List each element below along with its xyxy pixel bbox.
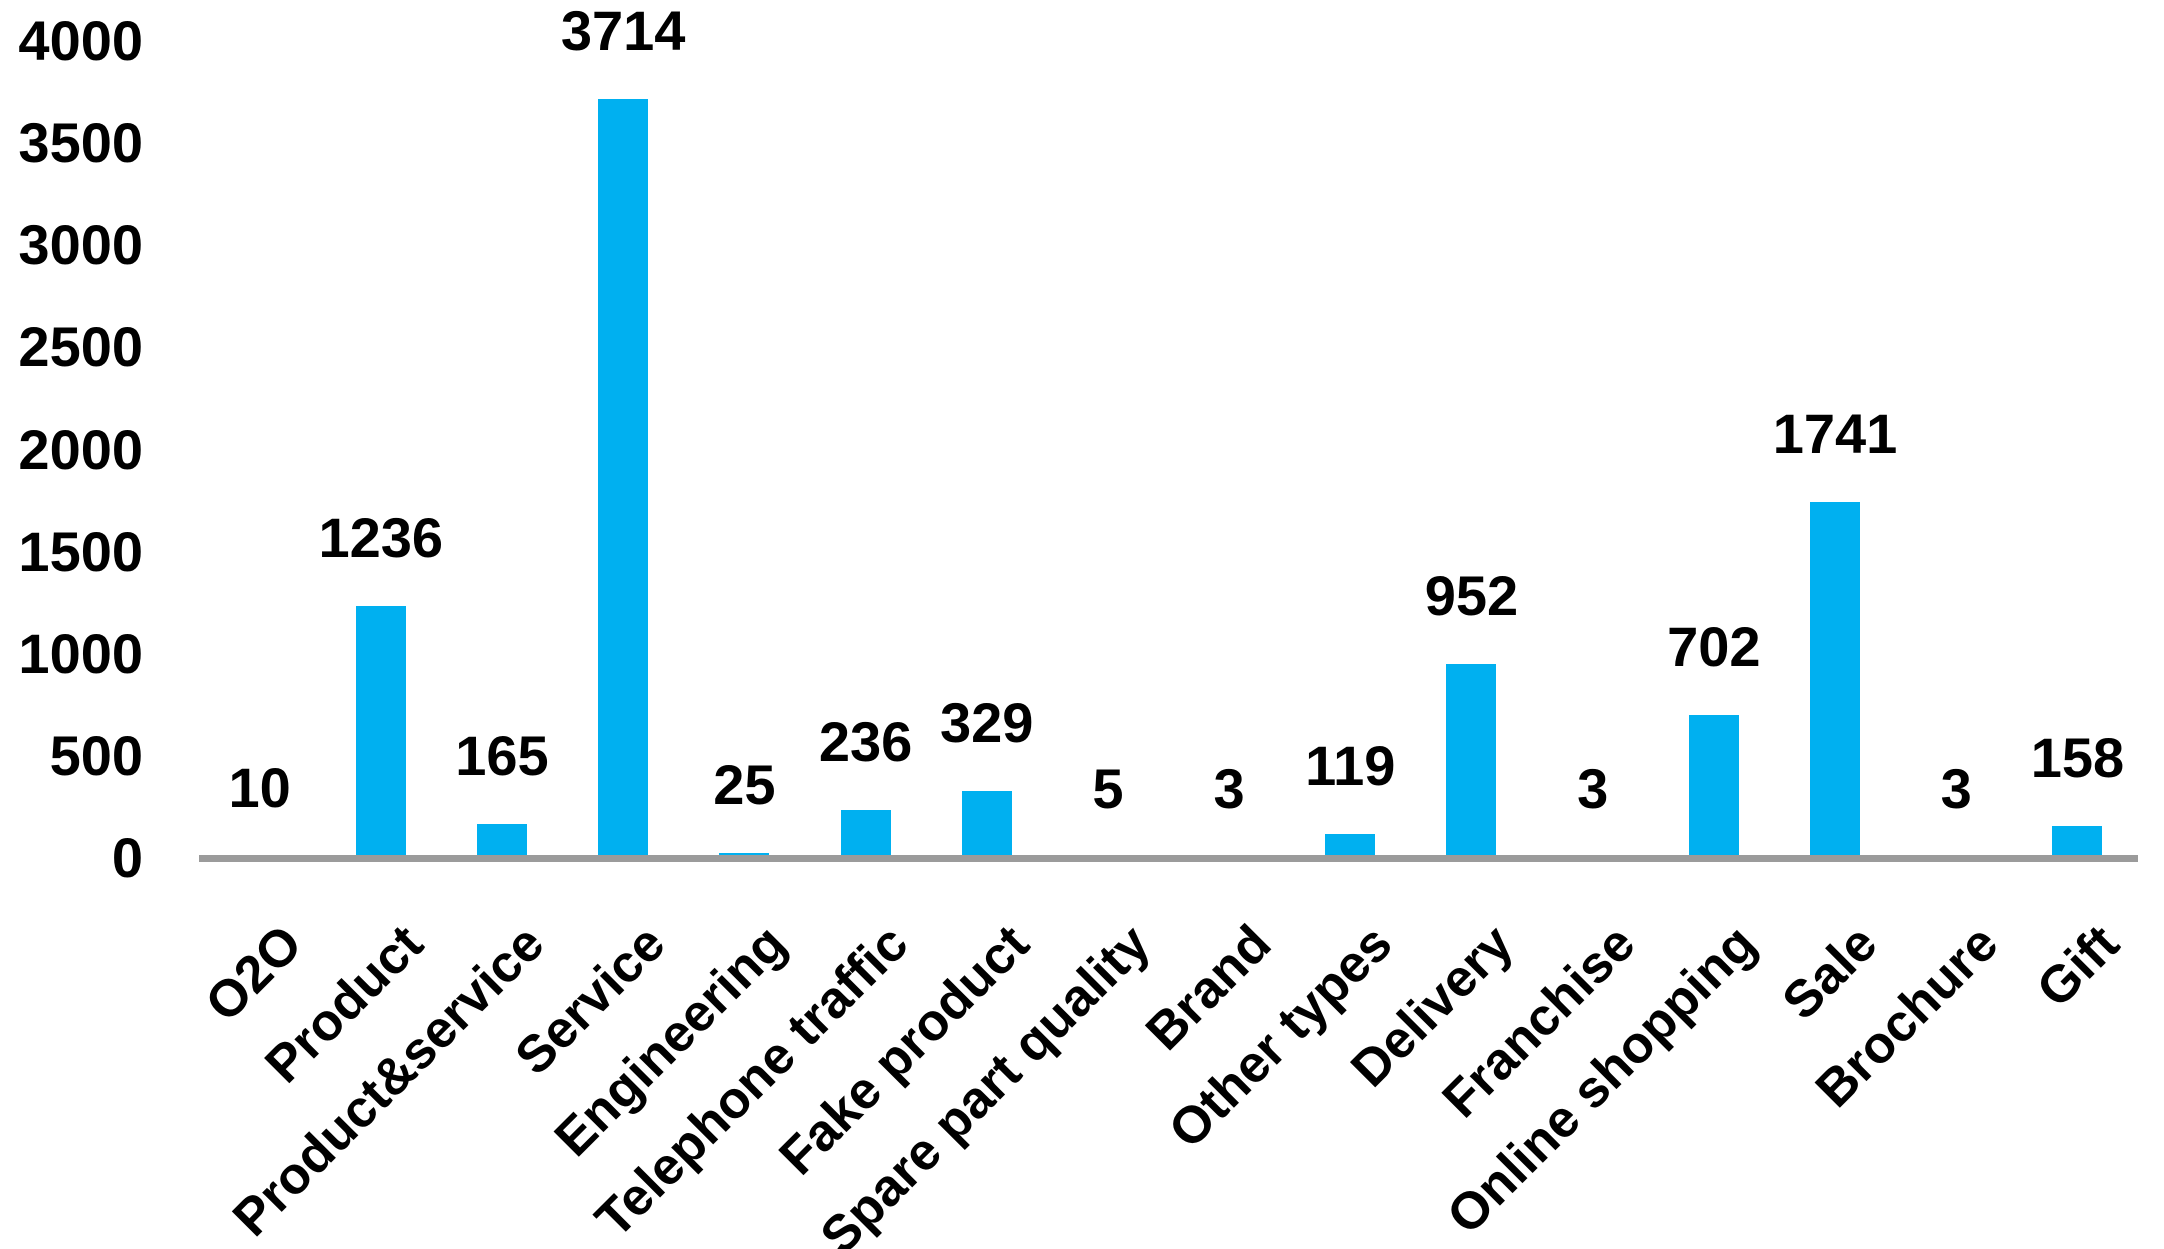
bar-column-brand: 3: [1169, 41, 1290, 858]
bar-value-label: 329: [940, 690, 1034, 754]
x-axis-category-label-product: Product: [254, 914, 435, 1095]
bar-column-sale: 1741: [1772, 41, 1898, 858]
x-axis-category-label-brand: Brand: [1135, 914, 1283, 1062]
bar-value-label: 10: [228, 755, 291, 819]
bar-value-label: 5: [1092, 756, 1124, 820]
bar-value-label: 158: [2030, 725, 2125, 789]
x-axis-category-label-gift: Gift: [2026, 914, 2131, 1019]
bar-product-service: [476, 824, 527, 858]
bar-column-delivery: 952: [1411, 41, 1532, 858]
x-axis-category-label-o2o: O2O: [194, 914, 313, 1033]
bar-value-label: 3714: [560, 0, 686, 63]
bar-value-label: 1741: [1772, 402, 1898, 466]
bar-value-label: 25: [713, 752, 776, 816]
bar-value-label: 165: [455, 724, 549, 788]
bar-column-spare-part-quality: 5: [1047, 41, 1168, 858]
x-axis-category-label-brochure: Brochure: [1805, 914, 2010, 1119]
x-axis-line: [199, 855, 2138, 862]
bar-column-product: 1236: [318, 41, 444, 858]
x-axis-category-label-product-service: Product&service: [222, 914, 556, 1248]
bar-product: [355, 605, 406, 858]
bar-service: [598, 99, 649, 858]
x-axis-category-label-other-types: Other types: [1158, 914, 1404, 1160]
bar-sale: [1810, 502, 1861, 858]
plot-area: 10 1236 165 3714 25 236 329 5 3 119 952 3 702 1741 3 15…: [199, 3, 2138, 858]
x-axis-category-label-delivery: Delivery: [1340, 914, 1525, 1099]
x-axis-category-label-service: Service: [504, 914, 677, 1087]
bar-value-label: 952: [1424, 563, 1519, 627]
bar-column-telephone-traffic: 236: [805, 41, 926, 858]
bar-value-label: 3: [1213, 757, 1245, 821]
bar-column-other-types: 119: [1290, 41, 1411, 858]
bar-column-service: 3714: [561, 3, 685, 858]
bar-delivery: [1446, 663, 1497, 858]
y-axis-tick-label: 4000: [18, 9, 143, 72]
x-axis-category-label-spare-part-quality: Spare part quality: [809, 914, 1162, 1249]
bar-column-product-service: 165: [441, 41, 562, 858]
bar-telephone-traffic: [840, 809, 891, 858]
bar-value-label: 3: [1940, 757, 1972, 821]
y-axis-tick-label: 2000: [18, 417, 143, 481]
y-axis-tick-label: 1000: [18, 621, 143, 685]
bar-column-brochure: 3: [1896, 41, 2017, 858]
y-axis-tick-label: 0: [111, 826, 143, 889]
x-axis-category-label-engineering: Engineering: [544, 914, 798, 1168]
x-axis-category-label-fake-product: Fake product: [768, 914, 1041, 1187]
y-axis-tick-label: 3000: [18, 213, 143, 277]
bar-online-shopping: [1688, 714, 1739, 858]
bar-column-fake-product: 329: [926, 41, 1047, 858]
bar-value-label: 119: [1305, 733, 1396, 797]
y-axis-tick-label: 500: [49, 723, 143, 787]
bar-column-franchise: 3: [1532, 41, 1653, 858]
bar-other-types: [1325, 833, 1376, 858]
bar-column-o2o: 10: [199, 41, 320, 858]
x-axis-category-label-franchise: Franchise: [1431, 914, 1646, 1130]
bar-value-label: 1236: [318, 505, 444, 569]
y-axis-tick-label: 2500: [18, 315, 143, 379]
bar-column-gift: 158: [2017, 41, 2138, 858]
bar-gift: [2052, 825, 2103, 858]
bar-column-online-shopping: 702: [1653, 41, 1774, 858]
y-axis-tick-label: 1500: [18, 519, 143, 583]
bar-value-label: 236: [818, 709, 913, 773]
bar-column-engineering: 25: [684, 41, 805, 858]
y-axis-tick-label: 3500: [18, 111, 143, 175]
x-axis-category-label-online-shopping: Online shopping: [1436, 914, 1768, 1246]
bar-value-label: 702: [1667, 614, 1761, 678]
x-axis-category-label-telephone-traffic: Telephone traffic: [584, 914, 919, 1249]
x-axis-category-label-sale: Sale: [1771, 914, 1889, 1031]
bar-value-label: 3: [1577, 757, 1609, 821]
bar-fake-product: [961, 790, 1012, 858]
